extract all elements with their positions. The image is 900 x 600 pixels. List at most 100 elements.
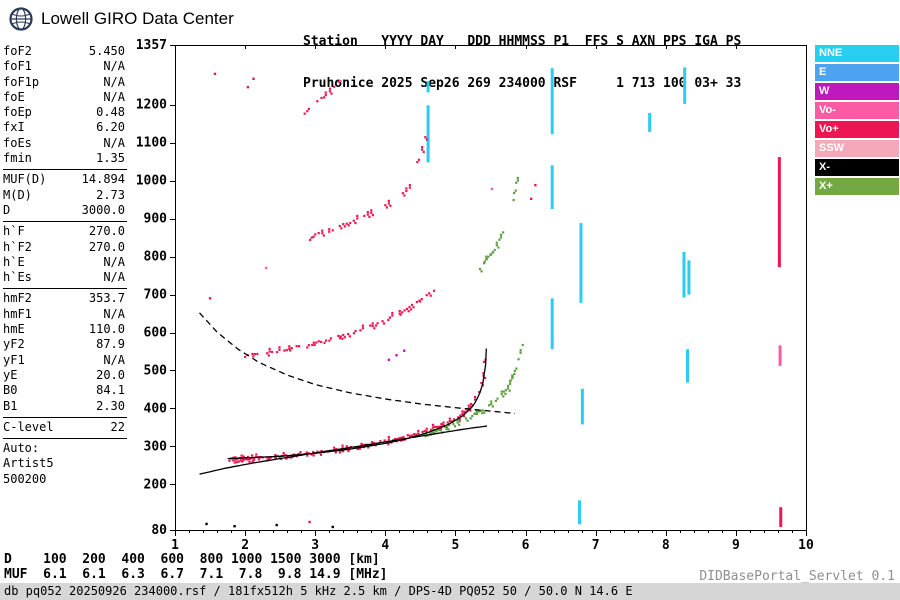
param-value: 3000.0 [81,202,125,217]
param-row: fmin 1.35 [3,151,129,166]
param-row: hmF1 N/A [3,307,129,322]
legend-item-vo: Vo- [815,102,899,119]
param-label: D [3,202,11,217]
param-value: 20.0 [96,367,125,382]
svg-text:1100: 1100 [136,136,167,151]
svg-text:4: 4 [381,538,389,553]
svg-text:800: 800 [144,250,168,265]
legend-item-x: X+ [815,178,899,195]
param-label: fxI [3,120,25,135]
auto-label: 500200 [3,471,47,486]
param-value: 87.9 [96,337,125,352]
param-value: 2.30 [96,398,125,413]
svg-text:10: 10 [798,538,814,553]
param-row: foE N/A [3,90,129,105]
param-label: MUF(D) [3,172,47,187]
param-label: hmF1 [3,306,32,321]
svg-text:1: 1 [171,538,179,553]
svg-text:700: 700 [144,288,168,303]
svg-text:6: 6 [522,538,530,553]
param-value: 0.48 [96,105,125,120]
param-value: 5.450 [88,44,125,58]
divider [3,416,127,418]
svg-text:300: 300 [144,439,168,454]
legend-item-vo: Vo+ [815,121,899,138]
divider [3,169,127,171]
param-value: 1.35 [96,151,125,166]
param-value: N/A [103,306,125,321]
param-value: N/A [103,89,125,104]
svg-text:400: 400 [144,401,168,416]
param-label: yF1 [3,352,25,367]
param-label: B1 [3,398,18,413]
param-row: C-level 22 [3,420,129,435]
param-label: h`F [3,224,25,239]
legend-item-nne: NNE [815,45,899,62]
servlet-version-label: DIDBasePortal_Servlet 0.1 [699,569,895,584]
svg-text:600: 600 [144,326,168,341]
param-row: h`F 270.0 [3,224,129,239]
param-row: hmF2 353.7 [3,291,129,306]
muf-row-d: D 100 200 400 600 800 1000 1500 3000 [km… [4,552,380,567]
svg-text:1200: 1200 [136,98,167,113]
svg-text:500: 500 [144,363,168,378]
param-value: 84.1 [96,383,125,398]
param-value: N/A [103,135,125,150]
param-row: h`F2 270.0 [3,240,129,255]
legend-item-e: E [815,64,899,81]
param-value: 270.0 [88,224,125,239]
legend-item-w: W [815,83,899,100]
svg-text:2: 2 [241,538,249,553]
param-label: foEp [3,105,32,120]
svg-text:3: 3 [311,538,319,553]
param-row: foEp 0.48 [3,105,129,120]
param-label: foE [3,89,25,104]
param-panel: foF2 5.450 foF1 N/A foF1p N/A foE N/A foEp 0.48 fx… [3,44,129,487]
param-row: yF2 87.9 [3,337,129,352]
param-row: h`Es N/A [3,270,129,285]
svg-text:900: 900 [144,212,168,227]
divider [3,221,127,223]
param-row: yE 20.0 [3,368,129,383]
param-label: h`Es [3,270,32,285]
param-label: h`E [3,254,25,269]
param-row: foEs N/A [3,136,129,151]
param-value: N/A [103,254,125,269]
param-row: fxI 6.20 [3,120,129,135]
divider [3,288,127,290]
svg-text:5: 5 [452,538,460,553]
param-label: foF1 [3,59,32,74]
echo-legend: NNE E W Vo- Vo+ SSW X- X+ [815,45,899,197]
brand: Lowell GIRO Data Center [8,6,234,32]
svg-text:1000: 1000 [136,174,167,189]
auto-label: Auto: [3,441,40,456]
param-value: N/A [103,59,125,74]
param-value: N/A [103,74,125,89]
brand-title: Lowell GIRO Data Center [41,9,234,28]
param-label: M(D) [3,187,32,202]
param-row: foF1p N/A [3,75,129,90]
param-label: foEs [3,135,32,150]
param-label: hmE [3,322,25,337]
param-value: 6.20 [96,120,125,135]
param-row: B1 2.30 [3,399,129,414]
param-value: 270.0 [88,239,125,254]
param-row: hmE 110.0 [3,322,129,337]
param-label: B0 [3,383,18,398]
svg-text:200: 200 [144,477,168,492]
param-label: fmin [3,151,32,166]
divider [3,438,127,440]
param-value: 14.894 [81,172,125,187]
giro-globe-icon [9,7,33,31]
legend-item-ssw: SSW [815,140,899,157]
param-row: B0 84.1 [3,383,129,398]
param-row: h`E N/A [3,255,129,270]
svg-text:80: 80 [151,523,167,538]
svg-text:9: 9 [732,538,740,553]
param-label: yF2 [3,337,25,352]
legend-item-x: X- [815,159,899,176]
svg-text:8: 8 [662,538,670,553]
param-row: yF1 N/A [3,353,129,368]
